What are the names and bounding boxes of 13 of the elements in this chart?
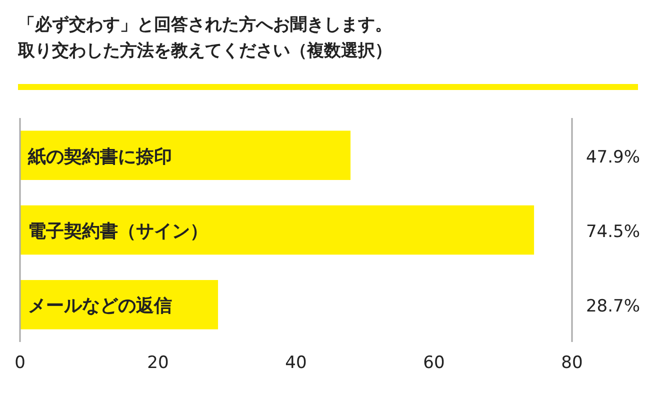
category-label: メールなどの返信	[28, 296, 172, 317]
x-tick: 60	[423, 353, 445, 373]
category-label: 電子契約書（サイン）	[28, 221, 208, 242]
category-label: 紙の契約書に捺印	[28, 146, 172, 168]
title: 「必ず交わす」と回答された方へお聞きします。	[18, 15, 392, 35]
value-label: 28.7%	[586, 296, 640, 317]
value-label: 47.9%	[586, 147, 640, 168]
subtitle: 取り交わした方法を教えてください（複数選択）	[18, 41, 392, 61]
x-tick: 0	[14, 353, 26, 373]
x-tick: 40	[285, 353, 307, 373]
x-tick: 20	[147, 353, 169, 373]
value-label: 74.5%	[586, 222, 640, 242]
x-tick: 80	[561, 353, 583, 373]
